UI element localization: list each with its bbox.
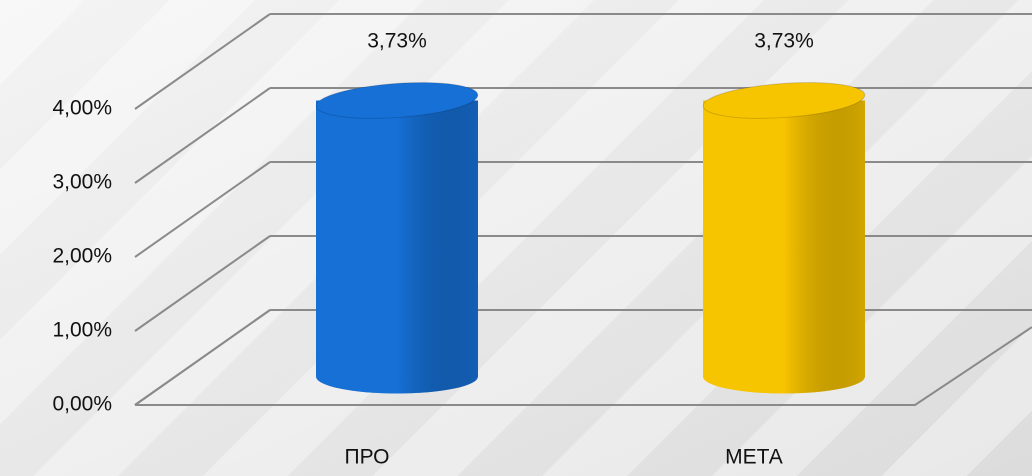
x-tick-label: МЕТА [725, 446, 783, 469]
value-label: 3,73% [367, 30, 427, 53]
cylinder-top [315, 82, 479, 119]
y-tick-label: 4,00% [52, 97, 112, 120]
grid-line-side [134, 235, 271, 332]
y-tick-label: 1,00% [52, 319, 112, 342]
y-tick-label: 3,00% [52, 171, 112, 194]
grid-line-side [134, 161, 271, 258]
cylinder-shade [316, 100, 478, 394]
y-tick-label: 2,00% [52, 245, 112, 268]
y-tick-label: 0,00% [52, 393, 112, 416]
cylinder-top [702, 82, 866, 119]
grid-line-side [134, 13, 271, 110]
grid-line-side [134, 309, 271, 406]
value-label: 3,73% [754, 30, 814, 53]
grid-line-side [134, 87, 271, 184]
x-tick-label: ПРО [345, 446, 390, 469]
cylinder-shade [703, 100, 865, 394]
